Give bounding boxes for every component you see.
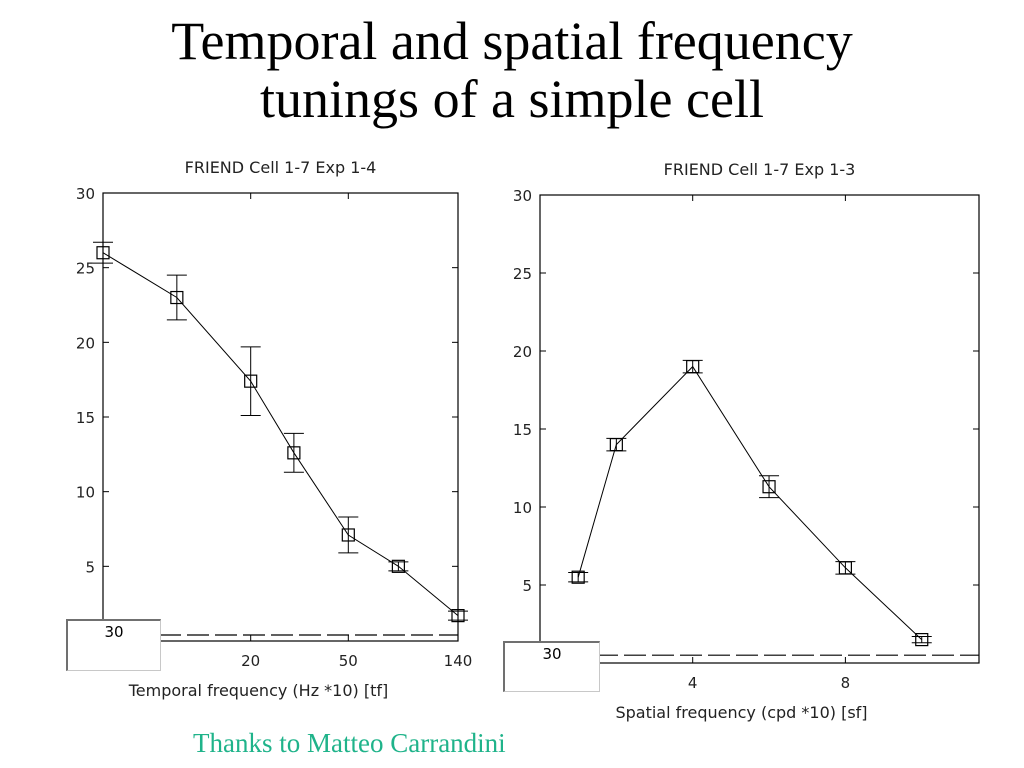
tf-chart-title: FRIEND Cell 1-7 Exp 1-4 — [185, 158, 377, 177]
slide-title-line-2: tunings of a simple cell — [260, 69, 764, 129]
tf-ytick-label: 20 — [76, 334, 95, 352]
tf-ytick-label: 30 — [76, 185, 95, 203]
sf-ytick-label: 15 — [513, 421, 532, 439]
sf-data-point — [571, 570, 585, 584]
sf-ytick-label: 5 — [522, 577, 532, 595]
sf-ytick-label: 10 — [513, 499, 532, 517]
credit-text: Thanks to Matteo Carrandini — [193, 728, 506, 758]
sf-ytick-label: 30 — [513, 187, 532, 205]
sf-data-point — [686, 360, 700, 374]
tf-xtick-label: 50 — [339, 652, 358, 670]
tf-ytick-label: 15 — [76, 409, 95, 427]
sf-xtick-label: 8 — [841, 674, 851, 692]
sf-data-point — [915, 632, 929, 647]
tf-data-point — [244, 374, 258, 388]
sf-data-point — [838, 561, 852, 575]
tf-data-point — [287, 446, 301, 460]
sf-series-line — [577, 365, 923, 640]
tf-inset-value: 30 — [104, 623, 124, 641]
sf-data-point — [609, 438, 623, 452]
tf-data-point — [170, 290, 184, 305]
sf-plot-frame — [539, 194, 980, 664]
sf-data-point — [762, 480, 776, 494]
tf-data-point — [391, 559, 405, 573]
tf-ytick-label: 5 — [85, 558, 95, 576]
tf-data-point — [96, 246, 110, 260]
sf-inset-box: 30 — [503, 641, 600, 692]
tf-ytick-label: 25 — [76, 260, 95, 278]
sf-inset-value: 30 — [542, 645, 562, 663]
tf-xaxis-label: Temporal frequency (Hz *10) [tf] — [128, 681, 389, 700]
sf-ytick-label: 25 — [513, 265, 532, 283]
sf-ytick-label: 20 — [513, 343, 532, 361]
tf-data-point — [341, 528, 355, 542]
sf-xtick-label: 4 — [688, 674, 698, 692]
sf-chart-title: FRIEND Cell 1-7 Exp 1-3 — [664, 160, 856, 179]
tf-xtick-label: 20 — [241, 652, 260, 670]
tf-plot-frame — [102, 192, 459, 642]
sf-xaxis-label: Spatial frequency (cpd *10) [sf] — [615, 703, 867, 722]
slide-title: Temporal and spatial frequency tunings o… — [0, 12, 1024, 128]
slide-title-line-1: Temporal and spatial frequency — [171, 11, 853, 71]
tf-ytick-label: 10 — [76, 484, 95, 502]
tf-xtick-label: 140 — [444, 652, 473, 670]
tf-inset-box: 30 — [66, 619, 161, 671]
tf-data-point — [451, 609, 465, 623]
